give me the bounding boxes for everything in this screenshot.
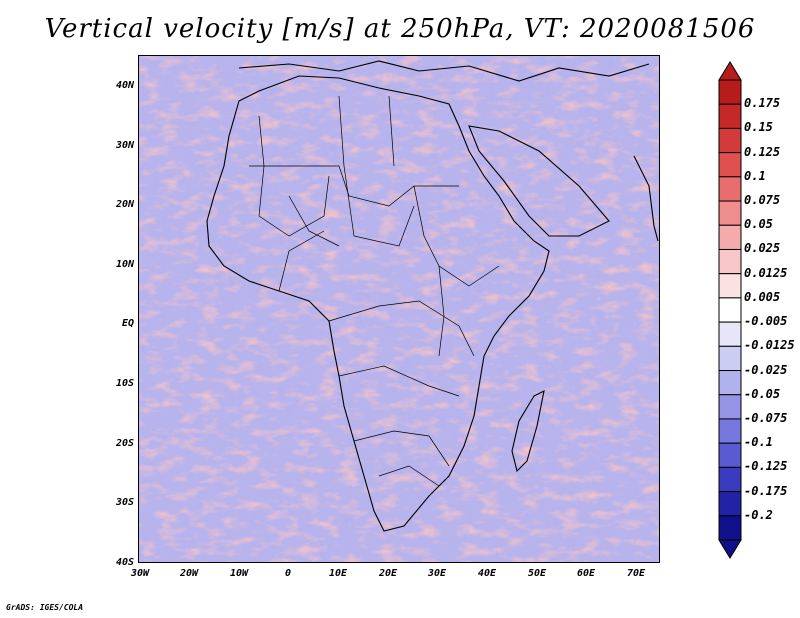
colorbar-label: -0.005 (744, 314, 788, 329)
lat-label-20s: 20S (115, 438, 134, 449)
lat-label-30n: 30N (115, 140, 134, 151)
colorbar-label: 0.0125 (744, 265, 788, 280)
colorbar-swatch (718, 224, 742, 250)
colorbar-swatch (718, 79, 742, 105)
lat-label-10n: 10N (115, 259, 134, 270)
colorbar-label: 0.05 (744, 217, 773, 232)
lon-label-10w: 10W (229, 568, 249, 579)
lat-label-40n: 40N (115, 80, 134, 91)
lon-label-60e: 60E (576, 568, 596, 579)
map-title: Vertical velocity [m/s] at 250hPa, VT: 2… (44, 14, 756, 44)
lat-label-30s: 30S (115, 497, 134, 508)
lon-label-50e: 50E (527, 568, 547, 579)
lat-label-eq: EQ (121, 318, 134, 329)
colorbar-swatch (718, 176, 742, 202)
footer-credit: GrADS: IGES/COLA (6, 603, 84, 612)
colorbar-label: -0.025 (744, 362, 788, 377)
colorbar-label: 0.075 (744, 193, 781, 208)
lon-label-70e: 70E (626, 568, 646, 579)
lat-label-20n: 20N (115, 199, 134, 210)
colorbar (718, 61, 742, 559)
colorbar-label: 0.1 (744, 168, 766, 183)
near-zero-pattern (139, 56, 659, 562)
colorbar-bottom-arrow (718, 539, 742, 559)
velocity-field (139, 56, 659, 562)
colorbar-swatch (718, 418, 742, 444)
lon-label-10e: 10E (328, 568, 348, 579)
colorbar-label: -0.2 (744, 507, 773, 522)
lon-label-30e: 30E (427, 568, 447, 579)
colorbar-swatch (718, 152, 742, 178)
lat-label-40s: 40S (115, 557, 134, 568)
lon-label-40e: 40E (477, 568, 497, 579)
colorbar-label: 0.15 (744, 120, 773, 135)
lon-label-20w: 20W (179, 568, 199, 579)
colorbar-swatch (718, 491, 742, 517)
country-borders (249, 95, 500, 487)
colorbar-swatch (718, 394, 742, 420)
map-panel (138, 55, 660, 563)
colorbar-label: 0.125 (744, 144, 781, 159)
colorbar-swatch (718, 345, 742, 372)
colorbar-label: -0.175 (744, 483, 788, 498)
lon-label-30w: 30W (130, 568, 150, 579)
colorbar-label: -0.0125 (744, 338, 795, 353)
colorbar-label: -0.1 (744, 435, 773, 450)
colorbar-swatch (718, 273, 742, 299)
colorbar-swatch (718, 297, 742, 323)
colorbar-top-arrow (718, 61, 742, 81)
colorbar-swatch (718, 248, 742, 275)
colorbar-swatch (718, 466, 742, 493)
coastlines (206, 60, 659, 532)
colorbar-swatch (718, 127, 742, 154)
colorbar-swatch (718, 442, 742, 468)
colorbar-label: 0.175 (744, 96, 781, 111)
colorbar-label: -0.125 (744, 459, 788, 474)
lat-label-10s: 10S (115, 378, 134, 389)
lon-label-20e: 20E (378, 568, 398, 579)
colorbar-label: -0.05 (744, 386, 781, 401)
colorbar-label: 0.005 (744, 289, 781, 304)
colorbar-swatch (718, 370, 742, 396)
colorbar-label: 0.025 (744, 241, 781, 256)
colorbar-swatch (718, 200, 742, 226)
colorbar-swatch (718, 321, 742, 347)
lon-label-0: 0 (284, 568, 292, 579)
colorbar-label: -0.075 (744, 410, 788, 425)
colorbar-swatch (718, 515, 742, 541)
colorbar-swatch (718, 103, 742, 129)
